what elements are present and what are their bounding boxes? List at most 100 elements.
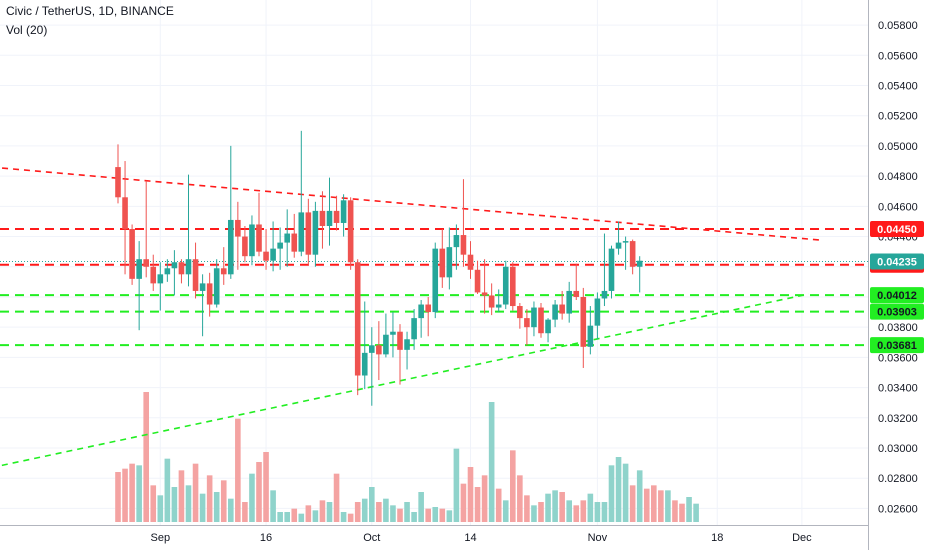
volume-bar: [213, 492, 220, 522]
candle-body: [206, 283, 213, 305]
volume-bar: [376, 502, 382, 522]
volume-bar: [157, 495, 164, 522]
volume-bar: [383, 498, 389, 522]
candle-body: [622, 241, 629, 243]
volume-bar: [446, 510, 453, 522]
candle-body: [340, 200, 347, 223]
price-tick-label: 0.05200: [878, 111, 918, 123]
volume-bar: [566, 500, 572, 522]
volume-bar: [206, 475, 213, 522]
level-price-tag-bg: [870, 287, 924, 304]
candle-body: [488, 295, 495, 308]
volume-bar: [488, 402, 495, 522]
volume-bar: [587, 493, 594, 522]
price-tick-label: 0.03200: [878, 413, 918, 425]
candle-body: [587, 325, 594, 347]
candle-body: [474, 269, 481, 293]
volume-bar: [298, 513, 305, 522]
candle-body: [199, 283, 206, 291]
volume-bar: [242, 502, 248, 522]
volume-bar: [622, 463, 629, 522]
candle-body: [157, 274, 164, 284]
volume-bar: [658, 490, 664, 522]
volume-bar: [284, 512, 290, 522]
volume-bar: [608, 465, 615, 522]
volume-bar: [601, 502, 608, 522]
candle-body: [256, 224, 262, 252]
candle-body: [284, 233, 290, 243]
volume-bar: [545, 493, 551, 522]
volume-bar: [651, 485, 657, 522]
volume-bar: [552, 490, 558, 522]
price-tick-label: 0.03800: [878, 322, 918, 334]
candle-body: [185, 259, 192, 275]
candle-body: [150, 266, 157, 284]
candle-body: [502, 266, 509, 305]
candle-body: [510, 266, 516, 307]
volume-bar: [629, 485, 636, 522]
volume-bar: [171, 487, 178, 522]
price-axis[interactable]: 0.05800 0.05600 0.05400 0.05200 0.05000 0.048…: [868, 0, 918, 550]
symbol-title: Civic / TetherUS, 1D, BINANCE: [6, 4, 174, 18]
time-tick-label: 18: [711, 532, 723, 544]
volume-bar: [531, 505, 537, 522]
volume-bar: [129, 463, 135, 522]
volume-bar: [164, 458, 171, 522]
volume-bar: [686, 497, 692, 522]
candle-body: [354, 262, 361, 376]
current-price-tag: 0.04235: [877, 256, 917, 268]
volume-bar: [615, 457, 622, 522]
candle-body: [432, 248, 439, 313]
volume-bar: [636, 470, 643, 522]
candle-body: [495, 304, 502, 308]
volume-bar: [305, 505, 312, 522]
volume-bar: [467, 467, 474, 522]
candle-body: [277, 242, 283, 249]
price-tick-label: 0.02800: [878, 473, 918, 485]
candle-body: [263, 251, 269, 261]
time-axis[interactable]: Sep 16 Oct 14 Nov 18 Dec: [0, 525, 868, 545]
volume-bar: [453, 448, 460, 522]
volume-bar: [291, 508, 298, 522]
candle-body: [425, 304, 431, 313]
volume-bar: [263, 452, 269, 522]
time-tick-label: 16: [260, 532, 272, 544]
volume-bar: [256, 462, 262, 522]
candle-body: [319, 210, 326, 226]
volume-bar: [502, 500, 509, 522]
candle-body: [418, 304, 424, 319]
volume-bar: [481, 475, 488, 522]
time-tick-label: Nov: [588, 532, 608, 544]
volume-bars: [115, 392, 699, 522]
volume-bar: [665, 490, 671, 522]
price-tick-label: 0.02600: [878, 503, 918, 515]
volume-bar: [693, 503, 699, 522]
trendline-resistance: [0, 167, 824, 242]
candle-body: [361, 352, 368, 376]
candle-body: [171, 262, 178, 269]
volume-bar: [277, 512, 283, 522]
candle-body: [249, 224, 255, 257]
volume-bar: [249, 473, 255, 522]
price-tick-label: 0.03400: [878, 383, 918, 395]
candle-body: [460, 235, 467, 255]
candle-body: [446, 247, 453, 278]
volume-bar: [136, 465, 142, 522]
level-price-tag: 0.04450: [877, 224, 917, 236]
candle-body: [383, 334, 389, 355]
volume-bar: [411, 512, 417, 522]
volume-bar: [559, 492, 565, 522]
candle-body: [291, 233, 298, 252]
candle-body: [411, 318, 417, 340]
candle-body: [397, 331, 403, 350]
candle-body: [326, 210, 333, 226]
candle-body: [453, 235, 460, 248]
candle-body: [129, 229, 135, 279]
volume-bar: [517, 475, 523, 522]
candle-body: [220, 268, 227, 275]
candle-body: [235, 219, 241, 237]
level-price-tag-bg: [870, 337, 924, 354]
volume-bar: [538, 502, 544, 522]
volume-bar: [425, 508, 431, 522]
